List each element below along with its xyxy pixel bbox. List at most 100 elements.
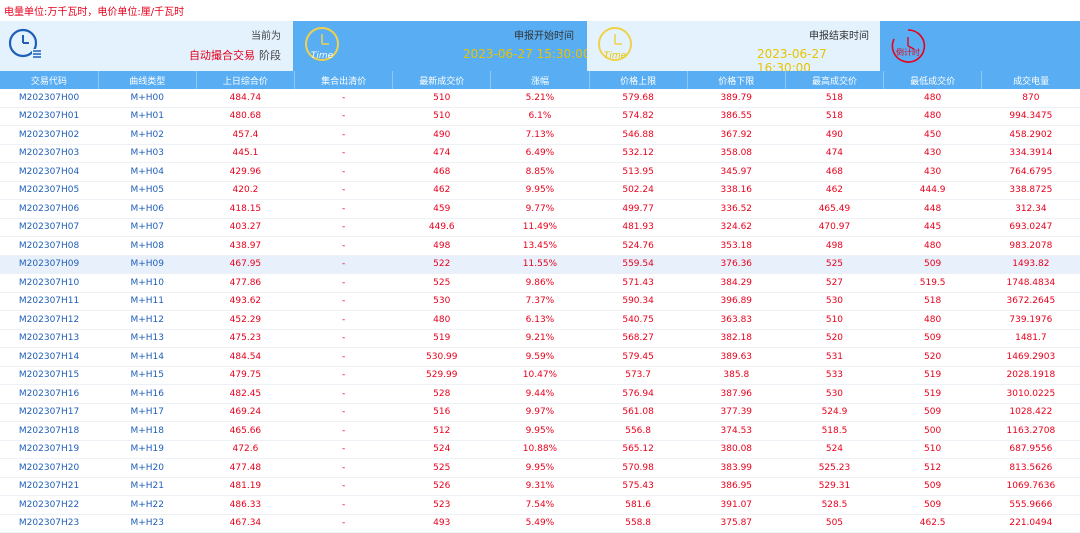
table-row[interactable]: M202307H19 M+H19 472.6-524 10.88% 565.12 380.…	[0, 440, 1080, 459]
table-row[interactable]: M202307H10 M+H10 477.86-525 9.86% 571.43 384.…	[0, 273, 1080, 293]
cell-volume: 2028.1918	[981, 366, 1080, 385]
column-header-code[interactable]: 交易代码	[0, 71, 99, 89]
table-row[interactable]: M202307H21 M+H21 481.19-526 9.31% 575.43 386.…	[0, 477, 1080, 496]
cell-low-price: 509	[883, 477, 982, 496]
cell-high-price: 470.97	[785, 218, 884, 237]
cell-high-price: 468	[785, 162, 884, 182]
cell-latest-price: 529.99	[392, 366, 491, 385]
time-icon-text: Time	[604, 51, 627, 61]
cell-code: M202307H17	[0, 403, 99, 422]
cell-clearing-price: -	[294, 403, 393, 422]
cell-volume: 1069.7636	[981, 477, 1080, 496]
table-row[interactable]: M202307H16 M+H16 482.45-528 9.44% 576.94 387.…	[0, 384, 1080, 404]
table-row[interactable]: M202307H06 M+H06 418.15-459 9.77% 499.77 336.…	[0, 199, 1080, 219]
column-header-change[interactable]: 涨幅	[490, 71, 590, 89]
table-row[interactable]: M202307H20 M+H20 477.48-525 9.95% 570.98 383.…	[0, 458, 1080, 478]
cell-latest-price: 498	[392, 236, 491, 256]
cell-high-price: 505	[785, 514, 884, 533]
cell-volume: 221.0494	[981, 514, 1080, 533]
table-row[interactable]: M202307H01 M+H01 480.68-510 6.1% 574.82 386.5…	[0, 107, 1080, 126]
cell-code: M202307H11	[0, 292, 99, 311]
table-row[interactable]: M202307H02 M+H02 457.4-490 7.13% 546.88 367.9…	[0, 125, 1080, 145]
cell-volume: 870	[981, 89, 1080, 108]
column-header-low-price[interactable]: 最低成交价	[883, 71, 983, 89]
column-header-curve[interactable]: 曲线类型	[98, 71, 197, 89]
cell-prev-price: 477.48	[196, 458, 295, 478]
cell-prev-price: 467.95	[196, 255, 295, 274]
table-row[interactable]: M202307H08 M+H08 438.97-498 13.45% 524.76 353…	[0, 236, 1080, 256]
cell-change: 9.97%	[490, 403, 590, 422]
cell-prev-price: 481.19	[196, 477, 295, 496]
column-header-upper-limit[interactable]: 价格上限	[589, 71, 688, 89]
column-header-lower-limit[interactable]: 价格下限	[687, 71, 786, 89]
column-header-latest-price[interactable]: 最新成交价	[392, 71, 492, 89]
cell-high-price: 518	[785, 107, 884, 126]
cell-lower-limit: 387.96	[687, 384, 786, 404]
table-row[interactable]: M202307H07 M+H07 403.27-449.6 11.49% 481.93 3…	[0, 218, 1080, 237]
cell-latest-price: 523	[392, 495, 491, 515]
cell-upper-limit: 565.12	[589, 440, 688, 459]
cell-low-price: 520	[883, 347, 982, 367]
table-row[interactable]: M202307H05 M+H05 420.2-462 9.95% 502.24 338.1…	[0, 181, 1080, 200]
column-header-volume[interactable]: 成交电量	[981, 71, 1080, 89]
cell-upper-limit: 573.7	[589, 366, 688, 385]
cell-clearing-price: -	[294, 495, 393, 515]
cell-prev-price: 472.6	[196, 440, 295, 459]
table-row[interactable]: M202307H15 M+H15 479.75-529.99 10.47% 573.7 3…	[0, 366, 1080, 385]
cell-clearing-price: -	[294, 366, 393, 385]
cell-upper-limit: 581.6	[589, 495, 688, 515]
cell-low-price: 509	[883, 255, 982, 274]
column-header-prev-price[interactable]: 上日综合价	[196, 71, 296, 89]
cell-code: M202307H15	[0, 366, 99, 385]
cell-clearing-price: -	[294, 107, 393, 126]
cell-curve: M+H13	[98, 329, 197, 348]
cell-volume: 983.2078	[981, 236, 1080, 256]
cell-clearing-price: -	[294, 384, 393, 404]
cell-upper-limit: 502.24	[589, 181, 688, 200]
table-row[interactable]: M202307H04 M+H04 429.96-468 8.85% 513.95 345.…	[0, 162, 1080, 182]
cell-high-price: 524.9	[785, 403, 884, 422]
cell-prev-price: 452.29	[196, 310, 295, 330]
table-row[interactable]: M202307H22 M+H22 486.33-523 7.54% 581.6 391.0…	[0, 495, 1080, 515]
cell-prev-price: 429.96	[196, 162, 295, 182]
table-row[interactable]: M202307H18 M+H18 465.66-512 9.95% 556.8 374.5…	[0, 421, 1080, 441]
cell-low-price: 445	[883, 218, 982, 237]
table-row[interactable]: M202307H03 M+H03 445.1-474 6.49% 532.12 358.0…	[0, 144, 1080, 163]
table-row[interactable]: M202307H11 M+H11 493.62-530 7.37% 590.34 396.…	[0, 292, 1080, 311]
cell-clearing-price: -	[294, 236, 393, 256]
column-header-high-price[interactable]: 最高成交价	[785, 71, 885, 89]
cell-clearing-price: -	[294, 125, 393, 145]
cell-clearing-price: -	[294, 255, 393, 274]
cell-upper-limit: 575.43	[589, 477, 688, 496]
cell-clearing-price: -	[294, 199, 393, 219]
cell-high-price: 520	[785, 329, 884, 348]
cell-prev-price: 445.1	[196, 144, 295, 163]
table-row[interactable]: M202307H12 M+H12 452.29-480 6.13% 540.75 363.…	[0, 310, 1080, 330]
cell-volume: 1163.2708	[981, 421, 1080, 441]
cell-code: M202307H02	[0, 125, 99, 145]
cell-change: 6.1%	[490, 107, 590, 126]
table-row[interactable]: M202307H17 M+H17 469.24-516 9.97% 561.08 377.…	[0, 403, 1080, 422]
table-header-row: 交易代码 曲线类型 上日综合价 集合出清价 最新成交价 涨幅 价格上限 价格下限 最高成交价 最低…	[0, 71, 1080, 89]
table-row[interactable]: M202307H14 M+H14 484.54-530.99 9.59% 579.45 3…	[0, 347, 1080, 367]
column-header-clearing-price[interactable]: 集合出清价	[294, 71, 394, 89]
cell-low-price: 519	[883, 366, 982, 385]
cell-curve: M+H00	[98, 89, 197, 108]
table-row[interactable]: M202307H23 M+H23 467.34-493 5.49% 558.8 375.8…	[0, 514, 1080, 533]
cell-high-price: 527	[785, 273, 884, 293]
cell-lower-limit: 336.52	[687, 199, 786, 219]
table-row[interactable]: M202307H09 M+H09 467.95-522 11.55% 559.54 376…	[0, 255, 1080, 274]
cell-lower-limit: 382.18	[687, 329, 786, 348]
table-row[interactable]: M202307H00 M+H00 484.74-510 5.21% 579.68 389.…	[0, 89, 1080, 108]
cell-latest-price: 525	[392, 458, 491, 478]
end-time-label: 申报结束时间	[809, 31, 869, 42]
time-icon-text: Time	[311, 51, 334, 61]
cell-change: 9.31%	[490, 477, 590, 496]
start-time-label: 申报开始时间	[514, 31, 574, 42]
cell-low-price: 462.5	[883, 514, 982, 533]
table-row[interactable]: M202307H13 M+H13 475.23-519 9.21% 568.27 382.…	[0, 329, 1080, 348]
cell-prev-price: 480.68	[196, 107, 295, 126]
cell-curve: M+H06	[98, 199, 197, 219]
cell-upper-limit: 546.88	[589, 125, 688, 145]
cell-upper-limit: 579.68	[589, 89, 688, 108]
